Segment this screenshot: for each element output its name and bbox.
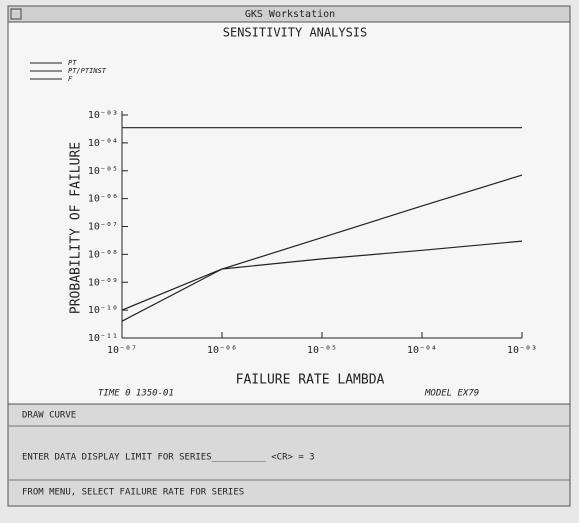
window-menu-button[interactable]: [10, 8, 22, 20]
panel-line[interactable]: ENTER DATA DISPLAY LIMIT FOR SERIES_____…: [22, 453, 315, 463]
title-bar: [7, 5, 571, 23]
status-time: TIME 0 1350-01: [98, 389, 174, 399]
y-tick-label: 10⁻⁰⁵: [88, 166, 118, 177]
legend-label: F: [68, 75, 73, 83]
y-axis-label: PROBABILITY OF FAILURE: [69, 142, 84, 314]
legend-label: PT/PTINST: [68, 67, 107, 75]
x-tick-label: 10⁻⁰⁴: [407, 345, 437, 356]
panel-line: DRAW CURVE: [22, 411, 76, 421]
series-line: [121, 240, 523, 311]
panel-line: FROM MENU, SELECT FAILURE RATE FOR SERIE…: [22, 488, 244, 498]
y-tick-label: 10⁻⁰³: [88, 110, 118, 121]
x-tick-label: 10⁻⁰⁷: [107, 345, 137, 356]
x-tick-label: 10⁻⁰⁵: [307, 345, 337, 356]
y-tick-label: 10⁻⁰⁶: [88, 194, 118, 205]
y-tick-label: 10⁻⁰⁴: [88, 138, 118, 149]
y-tick-label: 10⁻¹⁰: [88, 305, 118, 316]
command-panel: [7, 403, 571, 507]
y-tick-label: 10⁻⁰⁹: [88, 277, 118, 288]
legend-label: PT: [68, 59, 77, 67]
x-tick-label: 10⁻⁰³: [507, 345, 537, 356]
x-axis-label: FAILURE RATE LAMBDA: [236, 373, 385, 388]
y-tick-label: 10⁻⁰⁸: [88, 249, 118, 260]
y-tick-label: 10⁻⁰⁷: [88, 222, 118, 233]
y-tick-label: 10⁻¹¹: [88, 333, 118, 344]
x-tick-label: 10⁻⁰⁶: [207, 345, 237, 356]
status-model: MODEL EX79: [424, 389, 479, 399]
chart-title: SENSITIVITY ANALYSIS: [223, 26, 368, 40]
window-title: GKS Workstation: [245, 9, 335, 20]
series-line: [121, 174, 523, 322]
